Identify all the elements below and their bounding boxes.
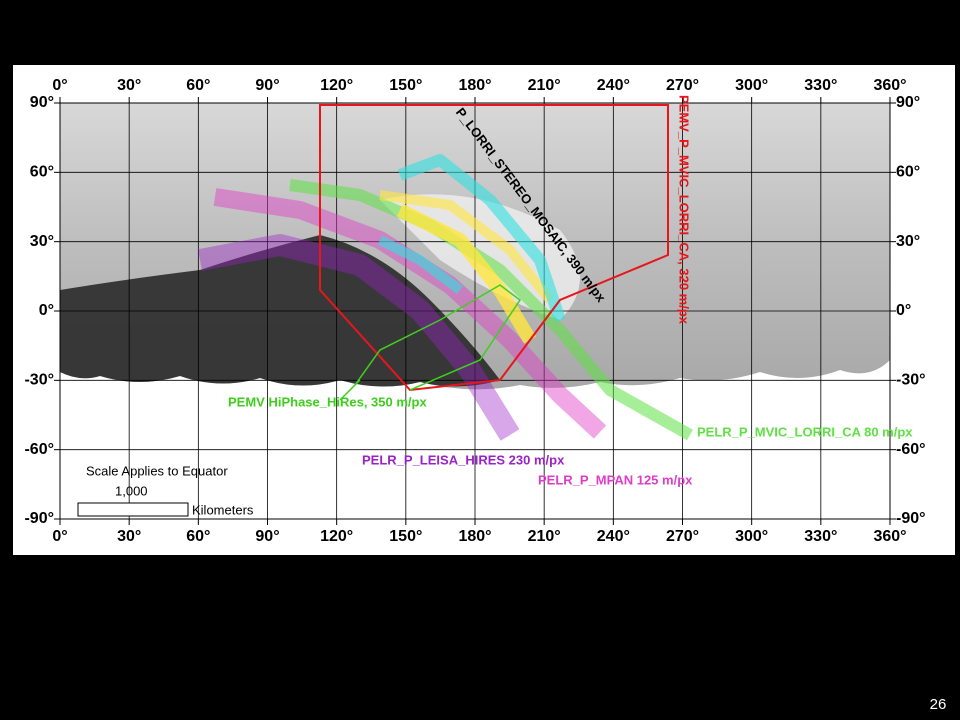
lat-label-right: 30° (896, 233, 920, 250)
footprint-label: PELR_P_MVIC_LORRI_CA 80 m/px (697, 424, 913, 439)
lon-label-bottom: 210° (528, 528, 561, 545)
footprint-swath (379, 190, 554, 304)
lon-label-top: 270° (666, 77, 699, 94)
lat-label-left: 60° (30, 164, 54, 181)
lat-label-left: 0° (39, 302, 54, 319)
lat-label-right: -90° (896, 510, 926, 527)
lon-label-bottom: 0° (52, 528, 67, 545)
lon-label-bottom: 30° (117, 528, 141, 545)
scale-title: Scale Applies to Equator (86, 463, 228, 478)
lon-label-bottom: 270° (666, 528, 699, 545)
lon-label-top: 300° (735, 77, 768, 94)
lat-label-left: 30° (30, 233, 54, 250)
footprint-label: PELR_P_LEISA_HIRES 230 m/px (362, 452, 565, 467)
footprint-swath (197, 234, 520, 441)
lon-label-top: 240° (597, 77, 630, 94)
lon-label-top: 330° (804, 77, 837, 94)
map-frame (59, 102, 891, 520)
lon-label-top: 0° (52, 77, 67, 94)
lat-label-left: -30° (24, 372, 54, 389)
lat-label-right: 0° (896, 302, 911, 319)
footprint-label: PEMV HiPhase_HiRes, 350 m/px (228, 394, 427, 409)
footprint-label: PEMV_P_MVIC_LORRI_CA, 320 m/px (677, 95, 692, 325)
footprint-swath (377, 235, 463, 294)
lon-label-top: 30° (117, 77, 141, 94)
lon-label-top: 120° (320, 77, 353, 94)
page-number: 26 (930, 696, 947, 713)
lat-label-left: -60° (24, 441, 54, 458)
lon-label-bottom: 150° (389, 528, 422, 545)
footprint-swath (397, 154, 566, 322)
lon-label-top: 150° (389, 77, 422, 94)
lon-label-top: 360° (873, 77, 906, 94)
lon-label-bottom: 300° (735, 528, 768, 545)
lon-label-bottom: 360° (873, 528, 906, 545)
lat-label-left: -90° (24, 510, 54, 527)
lat-label-right: 90° (896, 94, 920, 111)
lon-label-bottom: 60° (186, 528, 210, 545)
lat-label-left: 90° (30, 94, 54, 111)
scale-bar: Scale Applies to Equator 1,000 Kilometer… (77, 463, 254, 517)
lon-label-top: 180° (458, 77, 491, 94)
lon-label-bottom: 120° (320, 528, 353, 545)
lon-label-top: 210° (528, 77, 561, 94)
lon-label-bottom: 90° (255, 528, 279, 545)
footprints (197, 104, 693, 441)
footprint-outline (319, 104, 669, 392)
footprint-outline (354, 284, 522, 391)
lon-label-top: 60° (186, 77, 210, 94)
scale-value: 1,000 (115, 483, 148, 498)
lon-label-bottom: 330° (804, 528, 837, 545)
lat-label-right: 60° (896, 164, 920, 181)
lon-label-bottom: 180° (458, 528, 491, 545)
scale-unit: Kilometers (192, 502, 254, 517)
footprint-label: PELR_P_MPAN 125 m/px (538, 472, 693, 487)
lat-label-right: -60° (896, 441, 926, 458)
footprint-swath (289, 179, 693, 441)
leader-line (339, 379, 361, 401)
footprint-swath (396, 203, 537, 344)
lon-label-bottom: 240° (597, 528, 630, 545)
lat-label-right: -30° (896, 372, 926, 389)
scale-rect (77, 502, 189, 517)
lon-label-top: 90° (255, 77, 279, 94)
